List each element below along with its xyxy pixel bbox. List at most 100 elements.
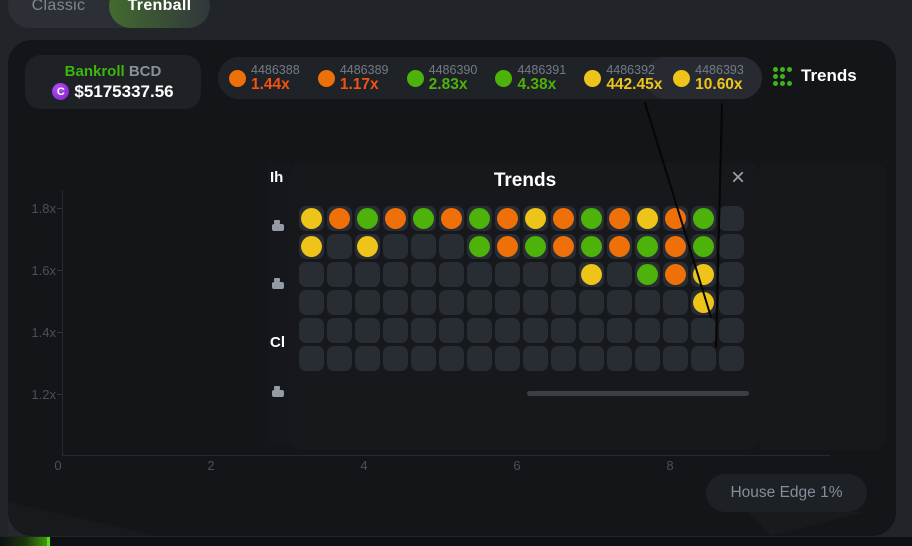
result-id: 4486391 — [517, 63, 567, 77]
bankroll-amount-row: C $5175337.56 — [52, 82, 174, 102]
trend-cell-r4-c8 — [495, 290, 520, 315]
orange-trend-dot — [665, 208, 686, 229]
trend-cell-r3-c3 — [355, 262, 380, 287]
mode-tabbar: Classic Trenball — [8, 0, 210, 28]
result-multiplier: 2.83x — [428, 76, 468, 93]
trend-cell-r2-c4 — [383, 234, 408, 259]
trend-cell-r4-c5 — [411, 290, 436, 315]
result-multiplier: 1.17x — [339, 76, 379, 93]
green-trend-dot — [357, 208, 378, 229]
trend-cell-r2-c6 — [439, 234, 464, 259]
orange-trend-dot — [497, 208, 518, 229]
chart-y-axis — [62, 190, 63, 455]
trends-dot-grid — [299, 206, 744, 371]
result-chip-4486390[interactable]: 4486390 2.83x — [406, 63, 496, 93]
trend-cell-r6-c13 — [635, 346, 660, 371]
coin-icon: C — [52, 83, 70, 100]
result-texts: 4486388 1.44x — [251, 63, 300, 93]
trend-cell-r5-c8 — [495, 318, 520, 343]
trend-cell-r6-c14 — [663, 346, 688, 371]
trend-cell-r3-c5 — [411, 262, 436, 287]
x-axis-label: 4 — [360, 458, 368, 473]
trend-cell-r4-c6 — [439, 290, 464, 315]
green-trend-dot — [413, 208, 434, 229]
trend-cell-r3-c10 — [551, 262, 576, 287]
yellow-trend-dot — [301, 236, 322, 257]
y-axis-label: 1.2x — [31, 387, 56, 402]
trends-button[interactable]: Trends — [773, 66, 857, 86]
trend-cell-r6-c12 — [607, 346, 632, 371]
trend-cell-r5-c14 — [663, 318, 688, 343]
trend-cell-r5-c16 — [719, 318, 744, 343]
trend-cell-r1-c13 — [635, 206, 660, 231]
trend-cell-r3-c1 — [299, 262, 324, 287]
trend-cell-r6-c2 — [327, 346, 352, 371]
trend-cell-r1-c7 — [467, 206, 492, 231]
orange-trend-dot — [441, 208, 462, 229]
result-multiplier: 10.60x — [695, 76, 743, 93]
close-icon[interactable]: × — [730, 164, 745, 191]
trends-grid-scrollbar[interactable] — [527, 391, 749, 396]
trend-cell-r2-c13 — [635, 234, 660, 259]
trend-cell-r6-c16 — [719, 346, 744, 371]
trend-cell-r5-c6 — [439, 318, 464, 343]
trend-cell-r1-c12 — [607, 206, 632, 231]
result-chip-4486393[interactable]: 4486393 10.60x — [673, 63, 762, 93]
result-chip-4486388[interactable]: 4486388 1.44x — [229, 63, 318, 93]
x-axis-label: 2 — [207, 458, 215, 473]
trends-icon-dot — [773, 80, 778, 86]
trend-cell-r4-c11 — [579, 290, 604, 315]
result-id: 4486390 — [428, 63, 478, 77]
round-progress-fill — [0, 537, 47, 546]
yellow-trend-dot — [525, 208, 546, 229]
trend-cell-r5-c10 — [551, 318, 576, 343]
trend-cell-r6-c9 — [523, 346, 548, 371]
trend-cell-r5-c9 — [523, 318, 548, 343]
trend-cell-r2-c14 — [663, 234, 688, 259]
trend-cell-r2-c16 — [719, 234, 744, 259]
trend-cell-r4-c10 — [551, 290, 576, 315]
trend-cell-r4-c3 — [355, 290, 380, 315]
trend-cell-r1-c2 — [327, 206, 352, 231]
result-id: 4486388 — [251, 63, 300, 77]
x-axis-label: 6 — [513, 458, 521, 473]
green-trend-dot — [637, 236, 658, 257]
trend-cell-r1-c5 — [411, 206, 436, 231]
trend-cell-r3-c16 — [719, 262, 744, 287]
y-axis-tick — [57, 394, 62, 395]
green-trend-dot — [525, 236, 546, 257]
result-chip-4486389[interactable]: 4486389 1.17x — [317, 63, 407, 93]
tab-trenball[interactable]: Trenball — [109, 0, 210, 28]
trend-cell-r6-c6 — [439, 346, 464, 371]
result-dot-icon — [673, 69, 691, 87]
result-id: 4486393 — [695, 63, 744, 77]
tab-classic[interactable]: Classic — [31, 0, 86, 14]
trends-icon-dot — [773, 66, 778, 72]
trend-cell-r4-c12 — [607, 290, 632, 315]
trends-modal: Trends × — [290, 163, 760, 450]
result-multiplier: 442.45x — [606, 76, 663, 93]
result-dot-icon — [406, 69, 424, 87]
orange-trend-dot — [609, 208, 630, 229]
trend-cell-r3-c4 — [383, 262, 408, 287]
orange-trend-dot — [385, 208, 406, 229]
trend-cell-r6-c3 — [355, 346, 380, 371]
trend-cell-r4-c7 — [467, 290, 492, 315]
trend-cell-r6-c8 — [495, 346, 520, 371]
trend-cell-r4-c4 — [383, 290, 408, 315]
result-chip-4486391[interactable]: 4486391 4.38x — [495, 63, 584, 93]
occluded-icon — [272, 220, 284, 231]
y-axis-tick — [57, 208, 62, 209]
result-id: 4486389 — [339, 63, 389, 77]
trend-cell-r5-c4 — [383, 318, 408, 343]
green-trend-dot — [581, 208, 602, 229]
trend-cell-r2-c9 — [523, 234, 548, 259]
yellow-trend-dot — [637, 208, 658, 229]
result-dot-icon — [495, 69, 513, 87]
trends-icon-dot — [787, 66, 792, 72]
trend-cell-r4-c16 — [719, 290, 744, 315]
round-progress-bar — [0, 537, 912, 546]
result-texts: 4486391 4.38x — [517, 63, 566, 93]
occluded-text-fragment: Ih — [270, 169, 284, 186]
result-chip-4486392[interactable]: 4486392 442.45x — [584, 63, 673, 93]
